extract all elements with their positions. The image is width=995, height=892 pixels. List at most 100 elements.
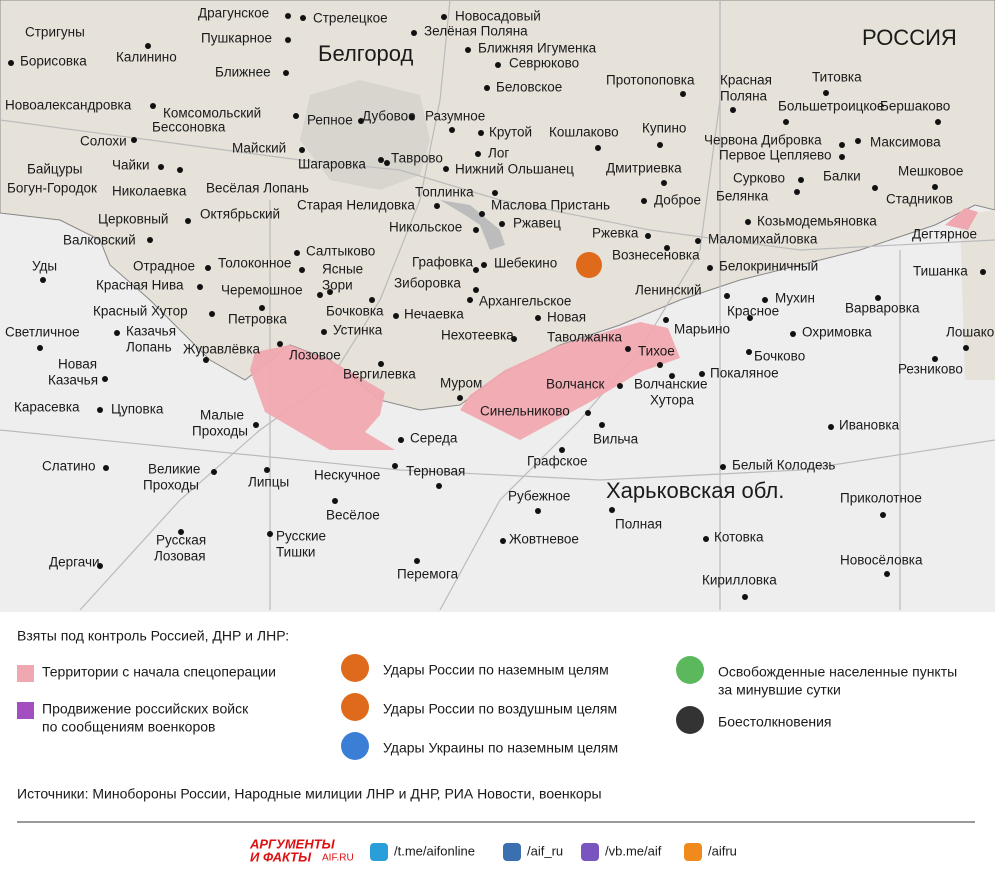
settlement-dot [500,538,506,544]
social-icon [370,843,388,861]
place-label: Новая [58,357,97,372]
place-label: Новоалександровка [5,98,132,113]
settlement-dot [411,30,417,36]
place-label: Топлинка [415,185,474,200]
settlement-dot [730,107,736,113]
place-label: Большетроицкое [778,99,884,114]
legend-label: Удары России по наземным целям [383,662,609,678]
place-label: Николаевка [112,184,187,199]
place-label: Ближняя Игуменка [478,41,597,56]
legend-label: по сообщениям военкоров [42,719,215,735]
social-link: /vb.me/aif [605,843,662,858]
place-label: Резниково [898,362,963,377]
place-label: Дубовое [362,109,416,124]
legend-title: Взяты под контроль Россией, ДНР и ЛНР: [17,628,289,644]
settlement-dot [875,295,881,301]
place-label: Червона Дибровка [704,133,822,148]
place-label: Ясные [322,262,363,277]
place-label: Мухин [775,291,815,306]
settlement-dot [617,383,623,389]
city-area [300,80,430,190]
settlement-dot [178,529,184,535]
place-label: Тихое [638,344,675,359]
place-label: Лошаково [946,325,995,340]
settlement-dot [299,267,305,273]
place-label: Казачья [48,373,98,388]
settlement-dot [97,563,103,569]
region-label: Харьковская обл. [606,478,784,503]
place-label: Дегтярное [912,227,977,242]
settlement-dot [97,407,103,413]
settlement-dot [599,422,605,428]
settlement-dot [746,349,752,355]
settlement-dot [8,60,14,66]
place-label: Петровка [228,312,287,327]
place-label: Солохи [80,134,127,149]
settlement-dot [473,267,479,273]
place-label: Новосадовый [455,9,541,24]
controlled-territory [945,208,978,230]
place-label: Поляна [720,89,768,104]
place-label: Байцуры [27,162,82,177]
legend-swatch [17,702,34,719]
place-label: Пушкарное [201,31,272,46]
place-label: Хутора [650,393,695,408]
place-label: Липцы [248,475,289,490]
place-label: Майский [232,141,286,156]
place-label: Варваровка [845,301,920,316]
place-label: Полная [615,517,662,532]
settlement-dot [209,311,215,317]
place-label: Графское [527,454,588,469]
place-label: Белый Колодезь [732,458,835,473]
place-label: Ленинский [635,283,702,298]
place-label: Шагаровка [298,157,366,172]
place-label: Тишки [276,545,315,560]
settlement-dot [663,317,669,323]
legend-icon [341,732,369,760]
place-label: Черемошное [221,283,303,298]
settlement-dot [535,508,541,514]
place-label: Вильча [593,432,639,447]
settlement-dot [872,185,878,191]
place-label: Журавлёвка [183,342,261,357]
settlement-dot [441,14,447,20]
place-label: Никольское [389,220,462,235]
place-label: Русские [276,529,326,544]
settlement-dot [409,114,415,120]
settlement-dot [473,227,479,233]
place-label: Бессоновка [152,120,226,135]
settlement-dot [414,558,420,564]
place-label: Дмитриевка [606,161,682,176]
settlement-dot [657,142,663,148]
place-label: Архангельское [479,294,571,309]
settlement-dot [783,119,789,125]
place-label: Ржевка [592,226,639,241]
settlement-dot [963,345,969,351]
legend-label: за минувшие сутки [718,682,841,698]
social-icon [581,843,599,861]
settlement-dot [745,219,751,225]
place-label: Проходы [143,478,199,493]
place-label: Бочково [754,349,805,364]
settlement-dot [625,346,631,352]
settlement-dot [150,103,156,109]
place-label: Чайки [112,158,150,173]
place-label: Лозовая [154,549,206,564]
place-label: Жовтневое [509,532,579,547]
place-label: Мешковое [898,164,963,179]
settlement-dot [467,297,473,303]
region-label: РОССИЯ [862,25,957,50]
settlement-dot [253,422,259,428]
settlement-dot [855,138,861,144]
settlement-dot [332,498,338,504]
settlement-dot [465,47,471,53]
place-label: Волчанские [634,377,708,392]
place-label: Стадников [886,192,953,207]
settlement-dot [285,13,291,19]
settlement-dot [484,85,490,91]
place-label: Маслова Пристань [491,198,610,213]
settlement-dot [823,90,829,96]
settlement-dot [177,167,183,173]
legend-label: Удары России по воздушным целям [383,701,617,717]
place-label: Ивановка [839,418,900,433]
